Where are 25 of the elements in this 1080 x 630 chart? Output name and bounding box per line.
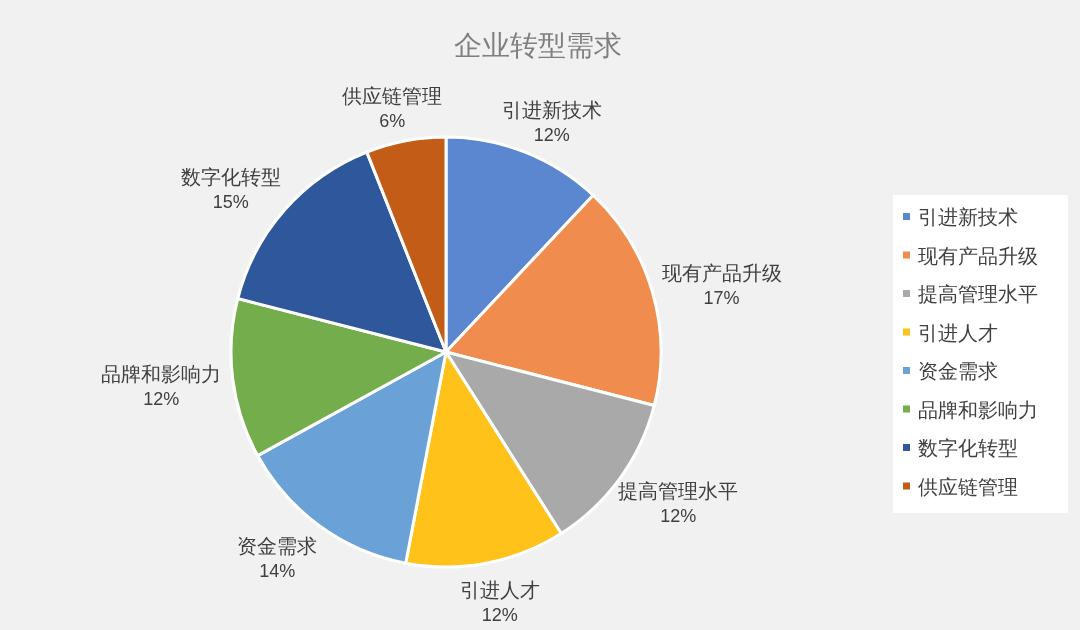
data-label: 12%: [660, 505, 697, 526]
slice-label: 引进新技术: [501, 98, 602, 121]
data-label: 15%: [212, 192, 249, 213]
slice-label: 现有产品升级: [661, 261, 782, 284]
data-label: 17%: [703, 287, 740, 308]
legend-label: 引进新技术: [918, 206, 1018, 228]
slice-label: 引进人才: [459, 578, 540, 601]
legend-label: 引进人才: [918, 321, 998, 344]
chart-title: 企业转型需求: [454, 30, 622, 61]
legend-label: 数字化转型: [918, 437, 1018, 459]
legend-label: 供应链管理: [918, 475, 1018, 498]
legend-label: 资金需求: [918, 360, 998, 382]
data-label: 6%: [379, 111, 406, 132]
slice-label: 提高管理水平: [618, 479, 739, 502]
slice-label: 数字化转型: [180, 166, 281, 189]
legend-label: 现有产品升级: [918, 244, 1038, 267]
legend-label: 品牌和影响力: [918, 398, 1038, 421]
data-label: 12%: [143, 389, 180, 410]
data-label: 14%: [259, 561, 296, 582]
data-label: 12%: [533, 124, 570, 145]
data-label: 12%: [481, 604, 518, 625]
slice-label: 资金需求: [237, 535, 318, 558]
slice-label: 品牌和影响力: [101, 363, 222, 386]
slice-label: 供应链管理: [342, 85, 443, 108]
legend-label: 提高管理水平: [918, 283, 1038, 305]
